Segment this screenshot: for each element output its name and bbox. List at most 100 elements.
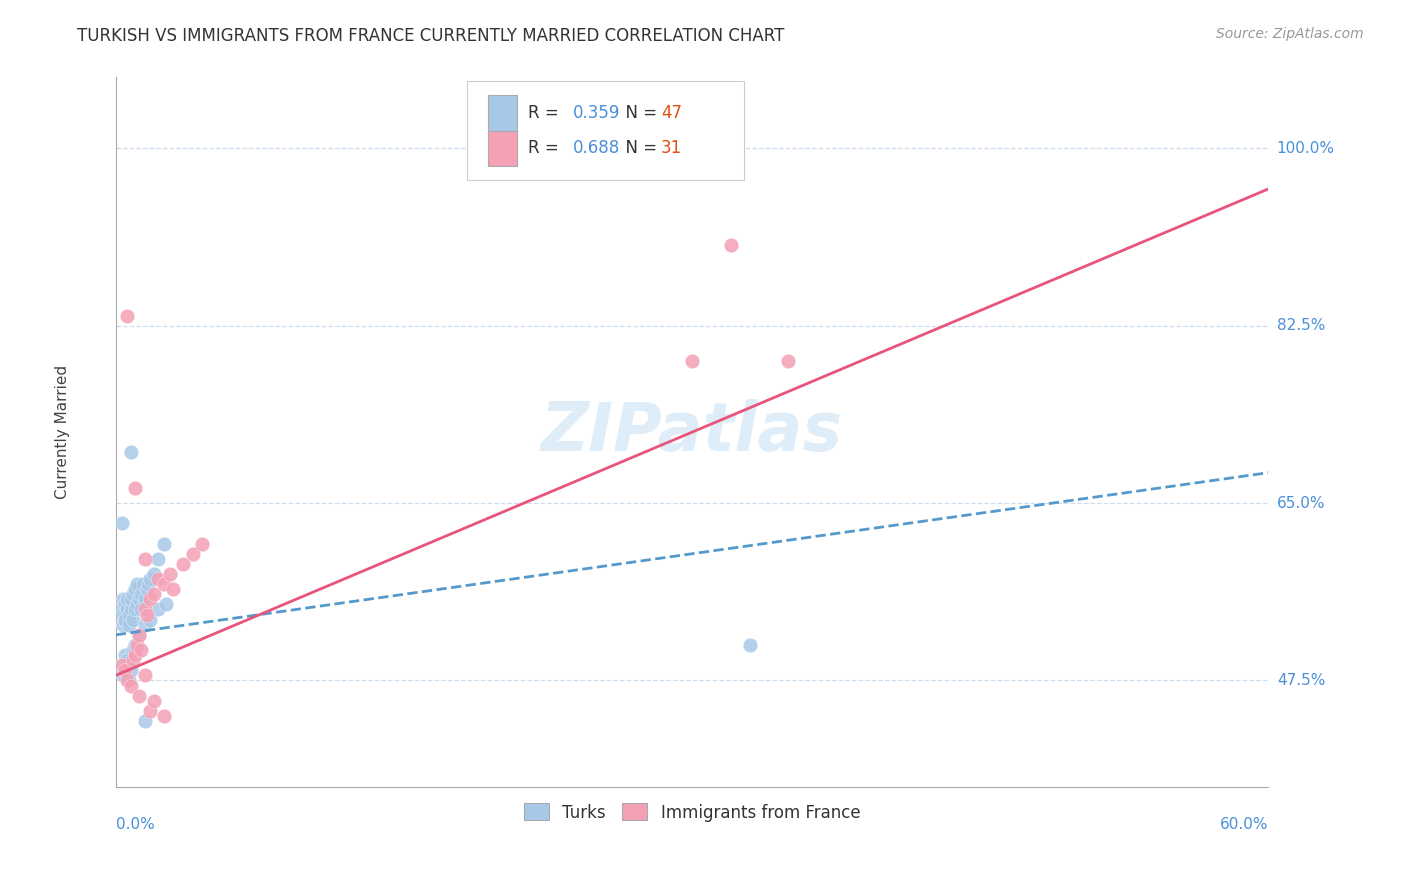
Point (114, 613, 136, 627)
Point (134, 714, 156, 728)
Point (134, 668, 156, 682)
Point (120, 663, 142, 677)
Point (738, 638, 761, 652)
Text: R =: R = (529, 139, 564, 157)
Point (181, 547, 204, 561)
Text: 60.0%: 60.0% (1220, 817, 1268, 832)
Point (134, 602, 156, 616)
Point (128, 628, 150, 642)
Point (120, 445, 142, 459)
Point (152, 577, 174, 591)
Point (117, 602, 139, 616)
Point (128, 592, 150, 607)
Point (131, 577, 153, 591)
Point (134, 592, 156, 607)
Text: 31: 31 (661, 139, 682, 157)
Text: 65.0%: 65.0% (1277, 496, 1326, 510)
Text: 47: 47 (661, 103, 682, 122)
Point (110, 658, 132, 673)
Text: 0.0%: 0.0% (115, 817, 155, 832)
Point (122, 653, 145, 667)
Point (134, 617, 156, 632)
Point (124, 602, 146, 616)
Point (118, 607, 141, 622)
Text: R =: R = (529, 103, 564, 122)
Point (139, 704, 162, 718)
Point (125, 598, 148, 612)
Point (118, 617, 141, 632)
Text: Currently Married: Currently Married (55, 365, 70, 500)
Point (117, 653, 139, 667)
Point (152, 709, 174, 723)
FancyBboxPatch shape (488, 130, 517, 166)
Point (110, 516, 132, 531)
Point (120, 678, 142, 692)
Point (152, 536, 174, 550)
Point (117, 673, 139, 688)
Point (139, 592, 162, 607)
Point (117, 592, 139, 607)
Point (146, 551, 169, 566)
Point (720, 237, 742, 252)
Point (162, 582, 184, 597)
Point (155, 598, 177, 612)
Point (108, 602, 131, 616)
Text: 82.5%: 82.5% (1277, 318, 1324, 334)
Point (124, 648, 146, 662)
Point (110, 658, 132, 673)
Text: 100.0%: 100.0% (1277, 141, 1334, 156)
Point (114, 607, 136, 622)
Point (129, 643, 152, 657)
Point (135, 582, 157, 597)
Point (117, 309, 139, 323)
Text: ZIPatlas: ZIPatlas (541, 399, 844, 465)
Point (129, 587, 152, 601)
Point (128, 628, 150, 642)
Point (114, 663, 136, 677)
Point (139, 613, 162, 627)
Point (118, 673, 141, 688)
Text: N =: N = (614, 139, 662, 157)
Point (120, 602, 142, 616)
Point (120, 592, 142, 607)
Point (114, 648, 136, 662)
Point (139, 572, 162, 586)
Point (125, 577, 148, 591)
Text: Source: ZipAtlas.com: Source: ZipAtlas.com (1216, 27, 1364, 41)
Point (143, 694, 166, 708)
Point (159, 567, 181, 582)
FancyBboxPatch shape (467, 81, 744, 180)
Text: 0.688: 0.688 (574, 139, 620, 157)
Point (112, 592, 135, 607)
Point (122, 643, 145, 657)
Point (124, 481, 146, 495)
Point (112, 617, 135, 632)
Legend: Turks, Immigrants from France: Turks, Immigrants from France (517, 797, 868, 828)
Point (128, 689, 150, 703)
Point (143, 567, 166, 582)
Text: TURKISH VS IMMIGRANTS FROM FRANCE CURRENTLY MARRIED CORRELATION CHART: TURKISH VS IMMIGRANTS FROM FRANCE CURREN… (77, 27, 785, 45)
Point (138, 577, 160, 591)
Point (122, 587, 145, 601)
Point (122, 613, 145, 627)
Point (191, 536, 214, 550)
Point (143, 587, 166, 601)
Text: N =: N = (614, 103, 662, 122)
Point (146, 572, 169, 586)
Point (110, 607, 132, 622)
Point (135, 607, 157, 622)
Point (681, 354, 703, 368)
Point (124, 638, 146, 652)
Point (124, 582, 146, 597)
Point (172, 557, 194, 571)
Point (129, 602, 152, 616)
FancyBboxPatch shape (488, 95, 517, 130)
Point (134, 551, 156, 566)
Point (778, 354, 800, 368)
Point (112, 668, 135, 682)
Text: 47.5%: 47.5% (1277, 673, 1324, 688)
Point (146, 602, 169, 616)
Text: 0.359: 0.359 (574, 103, 620, 122)
Point (125, 638, 148, 652)
Point (114, 598, 136, 612)
